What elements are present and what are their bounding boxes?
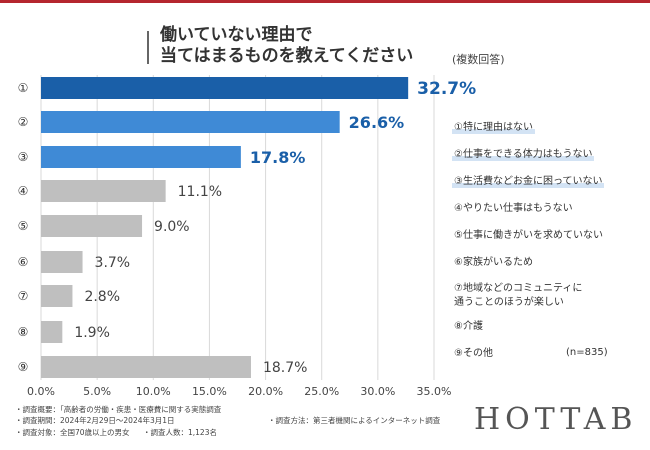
bar [41,285,73,307]
value-label: 1.9% [74,325,110,341]
title-accent-bar [147,31,149,64]
category-label: ⑤ [18,219,29,233]
value-label: 9.0% [154,219,190,235]
x-tick-label: 0.0% [27,385,55,398]
legend-item-9: ⑨その他 [454,348,493,359]
legend-item-3: ③生活費などお金に困っていない [452,175,605,188]
legend-item-7a: ⑦地域などのコミュニティに [454,283,583,294]
chart-title-line-2: 当てはまるものを教えてください [160,46,414,66]
brand-logo: HOTTAB [474,402,638,437]
x-tick-label: 30.0% [360,385,395,398]
value-label: 3.7% [95,255,131,271]
x-tick-label: 35.0% [417,385,452,398]
legend-item-6: ⑥家族がいるため [454,257,533,268]
bar [41,146,241,168]
bar [41,111,340,133]
x-tick-label: 15.0% [192,385,227,398]
legend-item-8: ⑧介護 [454,321,483,332]
category-labels: ① ② ③ ④ ⑤ ⑥ ⑦ ⑧ ⑨ [18,81,29,374]
x-tick-label: 10.0% [136,385,171,398]
value-label: 17.8% [250,148,306,167]
value-label: 18.7% [263,360,307,376]
bar [41,321,63,343]
category-label: ① [18,81,29,95]
sample-size: (n=835) [566,347,608,358]
chart-title-line-1: 働いていない理由で [160,25,313,45]
legend-item-4: ④やりたい仕事はもうない [454,203,573,214]
x-tick-label: 20.0% [248,385,283,398]
x-tick-label: 5.0% [83,385,111,398]
survey-period: ・調査期間：2024年2月29日〜2024年3月1日 [15,416,175,425]
x-tick-label: 25.0% [304,385,339,398]
category-label: ③ [18,150,29,164]
value-label: 2.8% [84,289,120,305]
bar [41,356,251,378]
legend-item-5: ⑤仕事に働きがいを求めていない [454,230,603,241]
value-labels: 32.7% 26.6% 17.8% 11.1% 9.0% 3.7% 2.8% 1.9% 18.7… [74,79,476,376]
category-label: ⑨ [18,360,29,374]
category-label: ⑥ [18,255,29,269]
legend-item-7b: 通うことのほうが楽しい [454,297,564,308]
value-label: 32.7% [417,79,476,99]
multiple-answer-note: (複数回答) [452,53,505,66]
bar [41,77,409,99]
bars [41,77,409,378]
x-axis-tick-labels: 0.0% 5.0% 10.0% 15.0% 20.0% 25.0% 30.0% 35.0% [27,385,451,398]
bar [41,215,143,237]
top-accent-rule [0,0,650,3]
value-label: 11.1% [178,184,222,200]
category-label: ⑦ [18,289,29,303]
survey-count: ・調査人数：1,123名 [143,428,217,437]
survey-method: ・調査方法：第三者機関によるインターネット調査 [268,416,441,425]
bar [41,251,83,273]
survey-target: ・調査対象：全国70歳以上の男女 [15,428,130,437]
category-label: ④ [18,184,29,198]
bar [41,180,166,202]
category-label: ⑧ [18,325,29,339]
survey-summary: ・調査概要：「高齢者の労働・疾患・医療費に関する実態調査 [15,405,222,414]
legend-item-1: ①特に理由はない [452,121,535,134]
category-label: ② [18,115,29,129]
legend-item-2: ②仕事をできる体力はもうない [452,148,595,161]
value-label: 26.6% [349,113,405,132]
